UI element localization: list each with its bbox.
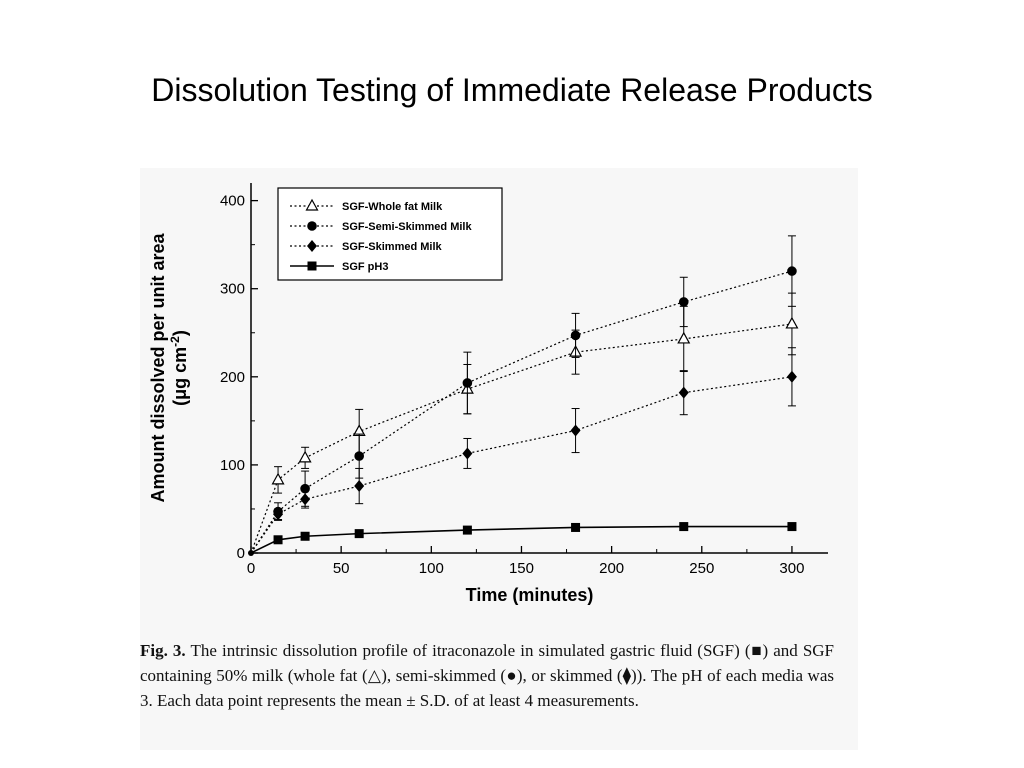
data-point [354, 529, 364, 539]
origin-point [248, 550, 254, 556]
data-point [785, 316, 799, 329]
series-line [250, 323, 793, 554]
y-axis-unit-sup: -2 [168, 336, 182, 347]
legend: SGF-Whole fat Milk SGF-Semi-Skimmed Milk S… [277, 187, 503, 281]
data-point [679, 522, 689, 532]
x-tick-label: 50 [333, 560, 350, 577]
data-point [462, 525, 472, 535]
data-point [787, 266, 797, 276]
legend-marker [307, 261, 317, 271]
data-point [462, 447, 473, 460]
figure-caption: Fig. 3. The intrinsic dissolution profil… [140, 638, 834, 713]
series-line [250, 525, 792, 554]
data-point [273, 508, 284, 521]
y-axis-unit-base: (μg cm [170, 347, 190, 406]
series-line [250, 270, 793, 554]
series-line [250, 376, 793, 554]
y-tick-label: 200 [220, 369, 245, 386]
series-3 [250, 522, 797, 554]
y-tick-label: 300 [220, 281, 245, 298]
y-axis-unit: (μg cm-2) [168, 330, 190, 406]
data-point [570, 330, 581, 341]
figure-label: Fig. 3. [140, 641, 186, 660]
legend-marker [305, 198, 319, 211]
legend-marker [307, 240, 317, 252]
data-point [354, 451, 364, 461]
data-point [354, 480, 365, 493]
x-axis-title: Time (minutes) [466, 585, 594, 605]
data-point [678, 297, 689, 307]
series-0 [250, 292, 799, 554]
figure-caption-text: The intrinsic dissolution profile of itr… [140, 641, 835, 710]
legend-marker [307, 221, 317, 231]
data-point [786, 370, 797, 383]
data-point [787, 522, 797, 532]
y-tick-label: 400 [220, 193, 245, 210]
legend-label: SGF-Semi-Skimmed Milk [342, 221, 472, 233]
figure-panel: 0 50 100 150 200 250 300 0 100 200 300 400 Time (min… [140, 168, 858, 750]
y-tick-label: 0 [237, 545, 245, 562]
y-axis-unit-close: ) [170, 330, 190, 336]
legend-label: SGF-Skimmed Milk [342, 241, 443, 253]
data-point [271, 472, 285, 485]
x-tick-label: 150 [509, 560, 534, 577]
data-point [300, 483, 310, 494]
x-tick-label: 250 [689, 560, 714, 577]
x-tick-label: 300 [779, 560, 804, 577]
data-point [570, 424, 581, 437]
legend-label: SGF-Whole fat Milk [342, 201, 443, 213]
data-point [300, 531, 310, 541]
data-point [300, 493, 311, 506]
series-1 [250, 235, 797, 554]
x-tick-label: 0 [247, 560, 255, 577]
data-point [273, 535, 283, 545]
data-point [571, 522, 581, 532]
x-tick-label: 100 [419, 560, 444, 577]
legend-label: SGF pH3 [342, 261, 388, 273]
y-tick-label: 100 [220, 457, 245, 474]
data-point [298, 450, 312, 463]
data-point [462, 378, 473, 388]
series-2 [250, 347, 797, 554]
slide-title: Dissolution Testing of Immediate Release… [151, 72, 873, 108]
dissolution-chart: 0 50 100 150 200 250 300 0 100 200 300 400 Time (min… [148, 183, 828, 605]
data-point [678, 386, 689, 399]
x-tick-label: 200 [599, 560, 624, 577]
y-axis-title: Amount dissolved per unit area [148, 232, 168, 502]
data-point [677, 331, 691, 344]
